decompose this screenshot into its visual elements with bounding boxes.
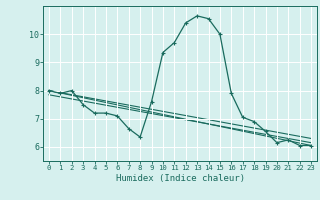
X-axis label: Humidex (Indice chaleur): Humidex (Indice chaleur)	[116, 174, 244, 183]
